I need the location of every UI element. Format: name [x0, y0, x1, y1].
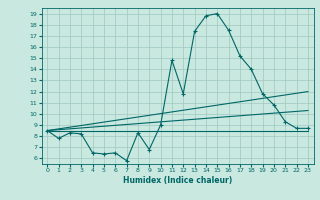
X-axis label: Humidex (Indice chaleur): Humidex (Indice chaleur)	[123, 176, 232, 185]
